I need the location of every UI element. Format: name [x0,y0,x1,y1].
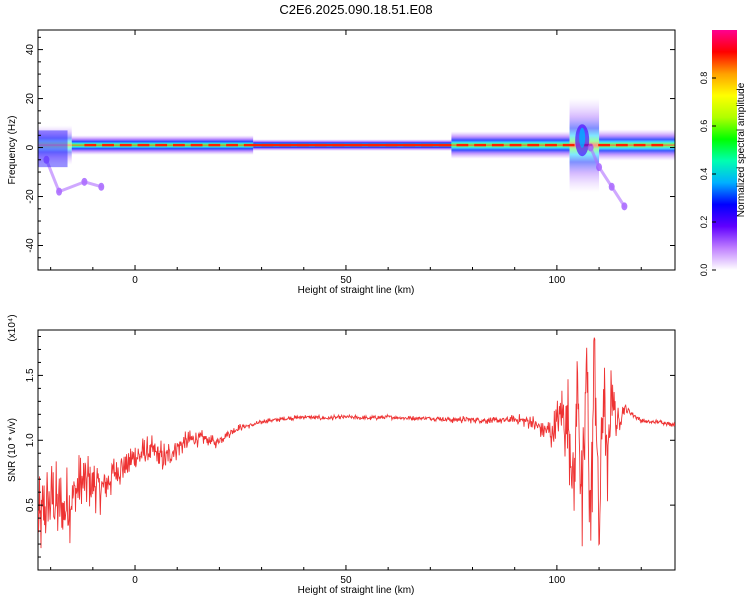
spectrogram-core-dash [562,143,575,147]
colorbar-tick-label: 0.4 [699,168,709,181]
y-tick-label: 0 [25,144,36,150]
snr-x-label: Height of straight line (km) [298,585,415,596]
spectrogram-core-dash [474,143,487,147]
y-tick-label: 20 [25,93,36,105]
colorbar-tick-label: 0.8 [699,72,709,85]
spectrogram-feature-trail [610,185,626,208]
y-tick-label: -40 [25,238,36,253]
spectrogram-y-ticks: -40 -20 0 20 40 [25,36,675,259]
spectrogram-core-dash [84,143,97,147]
spectrogram-core-dash [651,143,664,147]
spectrogram-core-dash [491,143,504,147]
spectrogram-core-dash [137,143,150,147]
x-tick-label: 100 [549,575,566,586]
colorbar: 0.0 0.2 0.4 0.6 0.8 Normalized spectral ampl… [699,30,747,276]
colorbar-tick-label: 0.2 [699,216,709,229]
x-tick-label: 100 [549,275,566,286]
y-tick-label: 40 [25,44,36,56]
spectrogram-core-dash [226,143,238,147]
spectrogram-core-dash [155,143,168,147]
spectrogram-core-dash [545,143,557,147]
spectrogram-core-dash [208,143,221,147]
spectrogram-core-dash [172,143,185,147]
spectrogram-core-dash [527,143,540,147]
spectrogram-core-dash [190,143,203,147]
colorbar-label: Normalized spectral amplitude [736,82,747,217]
colorbar-gradient [712,30,737,270]
y-tick-label: -20 [25,189,36,204]
spectrogram-y-label: Frequency (Hz) [7,116,18,185]
y-tick-label: 1.5 [25,368,36,382]
colorbar-tick-label: 0.0 [699,264,709,277]
spectrogram-panel: 0 50 100 -40 -20 0 20 40 Height of straight li… [7,29,676,296]
x-tick-label: 50 [340,575,352,586]
x-tick-label: 50 [340,275,352,286]
spectrogram-core-dash [119,143,132,147]
y-tick-label: 1.0 [25,433,36,447]
spectrogram-feature-trail [82,180,103,189]
spectrogram-core-dash [633,143,646,147]
spectrogram-x-label: Height of straight line (km) [298,285,415,296]
spectrogram-core-dash [456,143,469,147]
colorbar-tick-label: 0.6 [699,120,709,133]
spectrogram-feature-trail [57,180,86,194]
figure-title: C2E6.2025.090.18.51.E08 [279,2,432,17]
spectrogram-marks [38,98,675,211]
x-tick-label: 0 [132,575,138,586]
snr-y-multiplier: (x10⁴) [7,314,18,341]
spectrogram-core-dash [102,143,114,147]
spectrogram-early-energy [38,130,68,168]
colorbar-ticks: 0.0 0.2 0.4 0.6 0.8 [699,72,716,277]
spectrogram-core [253,143,452,147]
snr-panel: 0 50 100 0.5 1.0 1.5 Height of straight line… [7,314,676,596]
snr-y-ticks: 0.5 1.0 1.5 [25,335,675,558]
snr-series-line [38,337,675,549]
snr-x-ticks: 0 50 100 [50,330,642,586]
snr-y-label: SNR (10 * v/v) [7,418,18,482]
spectrogram-core-dash [509,143,522,147]
spectrogram-core-dash [243,143,256,147]
spectrogram-core-dash [598,143,611,147]
spectrogram-x-ticks: 0 50 100 [50,30,642,286]
spectrogram-core-dash [615,143,628,147]
spectrogram-feature-trail [597,165,614,189]
x-tick-label: 0 [132,275,138,286]
spectrogram-burst-core [579,127,586,148]
spectrogram-feature-trail [589,146,601,169]
y-tick-label: 0.5 [25,498,36,512]
